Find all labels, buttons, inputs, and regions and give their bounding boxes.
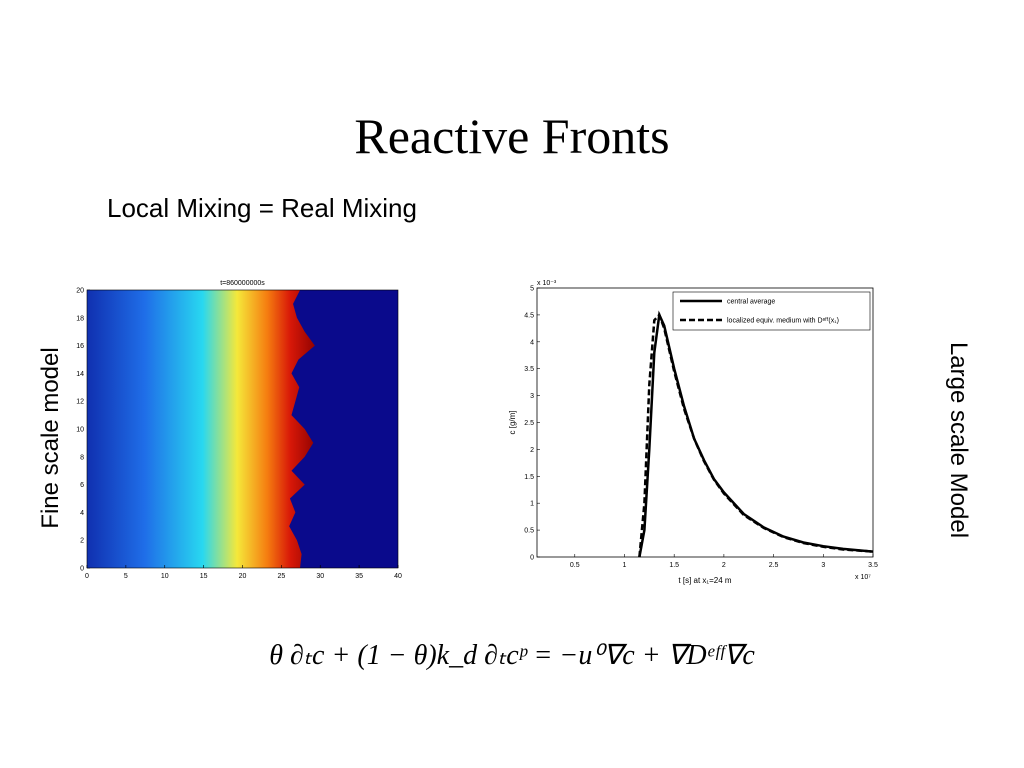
y-tick-label: 4.5 [524,312,534,319]
y-tick-label: 6 [80,482,84,489]
y-tick-label: 8 [80,454,84,461]
x-axis-label: t [s] at x₁=24 m [678,576,732,585]
y-axis-label: c [g/m] [508,410,517,434]
x-tick-label: 2.5 [769,562,779,569]
x-multiplier: x 10⁷ [855,574,871,581]
plot-frame [536,287,874,558]
x-tick-label: 1 [623,562,627,569]
x-tick-label: 1.5 [669,562,679,569]
x-tick-label: 0.5 [570,562,580,569]
equation: θ ∂ₜc + (1 − θ)k_d ∂ₜcᵖ = −u⁰∇c + ∇Dᵉᶠᶠ∇… [269,640,755,671]
right-label: Large scale Model [945,342,972,538]
x-tick-label: 40 [394,573,402,580]
x-tick-label: 2 [722,562,726,569]
y-tick-label: 5 [530,286,534,293]
x-tick-label: 30 [316,573,324,580]
y-tick-label: 20 [76,288,84,295]
legend-label: localized equiv. medium with Dᵉᶠᶠ(x₁) [727,318,839,325]
y-tick-label: 0 [530,555,534,562]
y-tick-label: 2 [80,538,84,545]
y-tick-label: 0 [80,566,84,573]
y-tick-label: 0.5 [524,528,534,535]
chart-title: t=860000000s [220,280,265,287]
x-tick-label: 10 [161,573,169,580]
y-tick-label: 3 [530,393,534,400]
x-tick-label: 35 [355,573,363,580]
y-tick-label: 3.5 [524,366,534,373]
legend-box [672,291,871,331]
x-tick-label: 3 [821,562,825,569]
y-tick-label: 12 [76,399,84,406]
y-tick-label: 16 [76,343,84,350]
x-tick-label: 15 [200,573,208,580]
x-tick-label: 5 [124,573,128,580]
y-multiplier: x 10⁻³ [537,280,557,287]
y-tick-label: 14 [76,371,84,378]
y-tick-label: 18 [76,315,84,322]
reaction-front [87,290,315,568]
subtitle: Local Mixing = Real Mixing [107,193,417,223]
y-tick-label: 10 [76,427,84,434]
x-tick-label: 25 [277,573,285,580]
legend-label: central average [727,299,775,306]
y-tick-label: 4 [530,339,534,346]
data-line [638,312,874,558]
y-tick-label: 1.5 [524,474,534,481]
x-tick-label: 3.5 [868,562,878,569]
y-tick-label: 1 [530,501,534,508]
y-tick-label: 4 [80,510,84,517]
y-tick-label: 2.5 [524,420,534,427]
slide-title: Reactive Fronts [354,108,669,164]
left-label: Fine scale model [37,347,64,528]
y-tick-label: 2 [530,447,534,454]
x-tick-label: 20 [239,573,247,580]
x-tick-label: 0 [85,573,89,580]
